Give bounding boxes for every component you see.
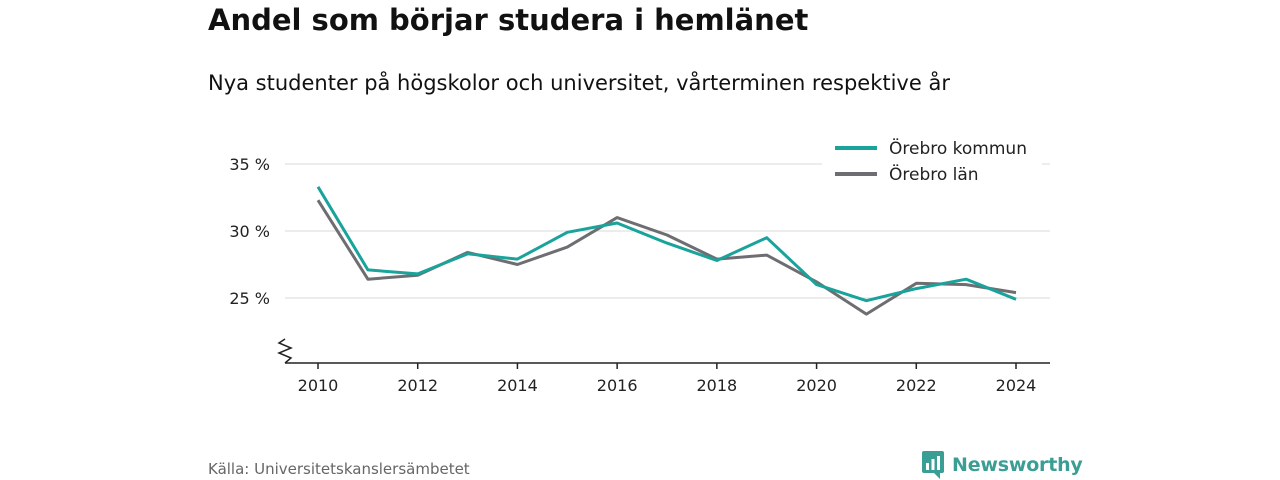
series-line [316,186,1017,303]
brand-name: Newsworthy [952,454,1083,476]
chart-subtitle: Nya studenter på högskolor och universit… [208,71,950,95]
x-tick-label: 2012 [397,376,438,395]
x-tick-label: 2018 [696,376,737,395]
axis-break-icon [277,338,293,364]
brand-logo: Newsworthy [922,450,1083,480]
y-tick-label: 25 % [229,289,270,308]
newsworthy-logo-icon [922,451,944,479]
legend-label: Örebro län [889,163,979,185]
x-tick-label: 2010 [298,376,339,395]
source-note: Källa: Universitetskanslersämbetet [208,460,470,478]
x-tick-label: 2022 [896,376,937,395]
y-tick-label: 30 % [229,222,270,241]
legend-label: Örebro kommun [889,137,1027,159]
x-tick-label: 2016 [597,376,638,395]
series-line [316,199,1017,316]
x-tick-label: 2024 [996,376,1037,395]
line-chart: 25 % 30 % 35 % 2010 2012 2014 2016 2018 2020 2022… [229,128,1050,395]
y-tick-label: 35 % [229,155,270,174]
x-tick-label: 2014 [497,376,538,395]
chart-title: Andel som börjar studera i hemlänet [208,3,809,37]
x-tick-label: 2020 [796,376,837,395]
legend-background [822,128,1042,190]
